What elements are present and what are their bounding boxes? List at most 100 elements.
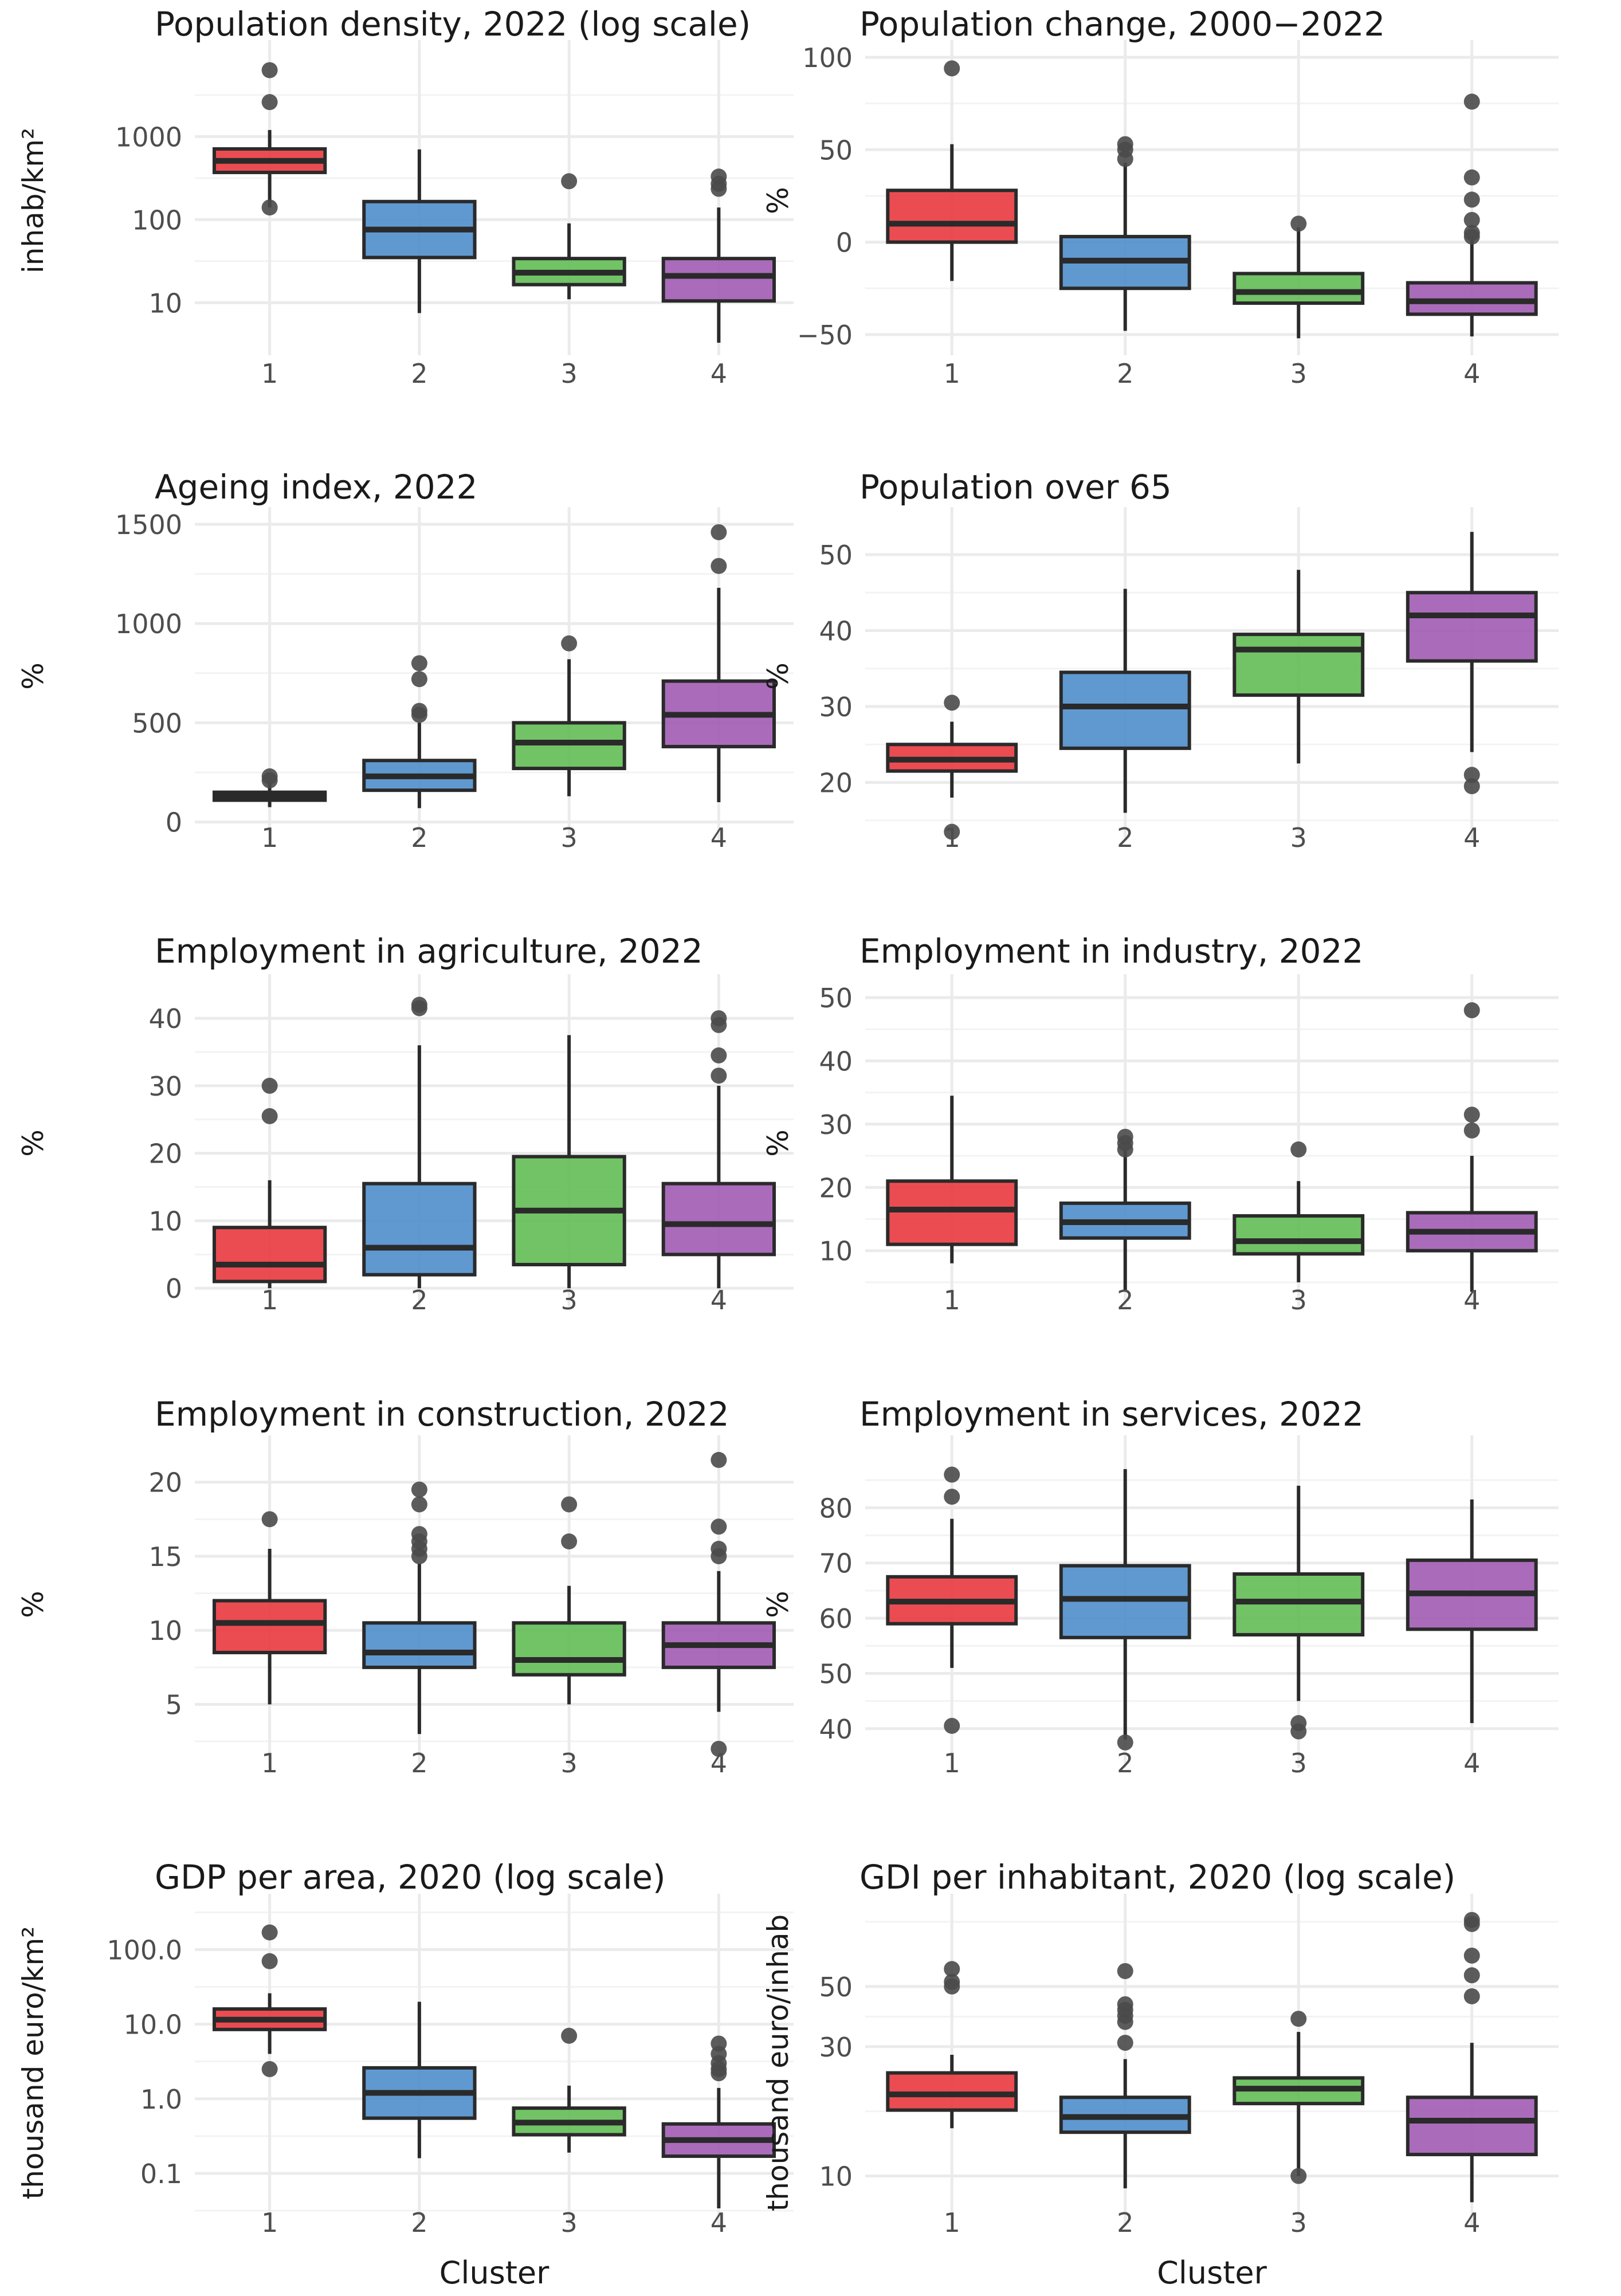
box-cluster-2	[362, 149, 477, 313]
outlier-point	[944, 1718, 960, 1734]
x-tick-label: 4	[1463, 1285, 1480, 1316]
outlier-point	[1463, 1967, 1480, 1984]
outlier-point	[1117, 2014, 1133, 2030]
y-tick-label: 0	[166, 807, 182, 838]
outlier-point	[711, 1518, 727, 1535]
y-tick-label: 10	[819, 2161, 853, 2192]
panel-4: 20 30 40 50 1 2 3 4 Population over 65%	[762, 468, 1559, 853]
box-cluster-2	[362, 1481, 477, 1734]
box-cluster-2	[1059, 1963, 1191, 2189]
x-tick-label: 2	[411, 1285, 427, 1316]
outlier-point	[1290, 215, 1307, 232]
box-iqr	[512, 1621, 626, 1677]
outlier-point	[944, 1961, 960, 1977]
panel-9: 0.1 1.0 10.0 100.0 1 2 3 4 GDP per area, 2020 (l…	[17, 1858, 794, 2291]
y-tick-label: 50	[819, 1658, 853, 1689]
y-tick-label: 20	[148, 1139, 182, 1169]
y-tick-label: 10	[148, 288, 182, 319]
y-tick-label: 10.0	[124, 2010, 182, 2040]
y-axis-label: %	[17, 1591, 50, 1618]
outlier-point	[261, 62, 278, 79]
outlier-point	[711, 558, 727, 574]
x-tick-label: 1	[261, 822, 278, 853]
outlier-point	[711, 1016, 727, 1033]
outlier-point	[944, 1978, 960, 1995]
y-tick-label: 100	[802, 42, 853, 73]
outlier-point	[944, 60, 960, 77]
y-axis-label: %	[17, 1129, 50, 1157]
box-cluster-2	[362, 655, 477, 808]
y-tick-label: 70	[819, 1548, 853, 1579]
outlier-point	[1117, 1734, 1133, 1751]
box-iqr	[212, 1599, 327, 1655]
outlier-point	[1117, 2035, 1133, 2051]
y-tick-label: 20	[819, 1172, 853, 1203]
box-cluster-3	[512, 1035, 626, 1289]
box-cluster-3	[1233, 2011, 1365, 2184]
y-tick-label: 30	[819, 692, 853, 723]
box-iqr	[661, 257, 776, 303]
panel-title: Employment in construction, 2022	[155, 1395, 729, 1434]
y-tick-label: 50	[819, 540, 853, 571]
y-tick-label: 10	[148, 1615, 182, 1646]
box-iqr	[362, 1182, 477, 1277]
box-cluster-4	[661, 168, 776, 343]
x-tick-label: 4	[711, 2207, 727, 2238]
outlier-point	[411, 1481, 427, 1498]
x-tick-label: 1	[944, 2207, 960, 2238]
x-tick-label: 4	[711, 358, 727, 389]
outlier-point	[261, 94, 278, 111]
outlier-point	[1290, 2011, 1307, 2027]
y-axis-label: %	[762, 662, 795, 690]
panel-title: GDI per inhabitant, 2020 (log scale)	[859, 1858, 1455, 1897]
box-cluster-4	[1406, 1002, 1538, 1292]
y-tick-label: 5	[166, 1690, 182, 1721]
box-cluster-4	[661, 1451, 776, 1757]
y-tick-label: 0	[836, 227, 853, 258]
box-cluster-2	[1059, 1469, 1191, 1751]
outlier-point	[944, 1466, 960, 1483]
y-axis-label: thousand euro/inhab	[762, 1914, 795, 2212]
outlier-point	[561, 1496, 578, 1513]
x-tick-label: 1	[944, 822, 960, 853]
box-cluster-3	[512, 2027, 626, 2153]
y-tick-label: 10	[819, 1236, 853, 1267]
x-tick-label: 4	[1463, 2207, 1480, 2238]
y-tick-label: 50	[819, 1972, 853, 2003]
outlier-point	[1463, 1988, 1480, 2004]
outlier-point	[1463, 1002, 1480, 1019]
x-tick-label: 3	[560, 358, 577, 389]
x-tick-label: 3	[1290, 1285, 1307, 1316]
y-tick-label: 100	[132, 205, 182, 236]
box-cluster-2	[362, 2001, 477, 2158]
y-tick-label: 20	[819, 768, 853, 799]
box-cluster-1	[886, 1466, 1018, 1734]
box-iqr	[886, 1179, 1018, 1246]
y-tick-label: 1000	[115, 609, 182, 639]
panel-6: 10 20 30 40 50 1 2 3 4 Employment in industry, 20…	[762, 932, 1559, 1316]
y-tick-label: 100.0	[107, 1934, 182, 1965]
y-tick-label: 1000	[115, 121, 182, 152]
outlier-point	[1463, 228, 1480, 245]
x-tick-label: 3	[560, 822, 577, 853]
x-tick-label: 2	[411, 1748, 427, 1779]
x-tick-label: 1	[944, 358, 960, 389]
outlier-point	[711, 1451, 727, 1468]
panel-title: Population change, 2000−2022	[859, 5, 1385, 44]
outlier-point	[411, 1548, 427, 1564]
outlier-point	[711, 1741, 727, 1757]
outlier-point	[1290, 1141, 1307, 1158]
x-tick-label: 1	[944, 1748, 960, 1779]
box-cluster-2	[362, 996, 477, 1289]
box-cluster-3	[1233, 215, 1365, 339]
box-cluster-1	[212, 1511, 327, 1705]
panel-title: Employment in industry, 2022	[859, 932, 1363, 971]
outlier-point	[1463, 1947, 1480, 1964]
box-cluster-4	[1406, 1499, 1538, 1724]
panel-title: Population density, 2022 (log scale)	[155, 5, 751, 44]
outlier-point	[261, 2061, 278, 2078]
outlier-point	[944, 823, 960, 840]
outlier-point	[561, 1533, 578, 1550]
y-tick-label: 500	[132, 708, 182, 739]
panel-5: 0 10 20 30 40 1 2 3 4 Employment in agriculture, …	[17, 932, 794, 1316]
